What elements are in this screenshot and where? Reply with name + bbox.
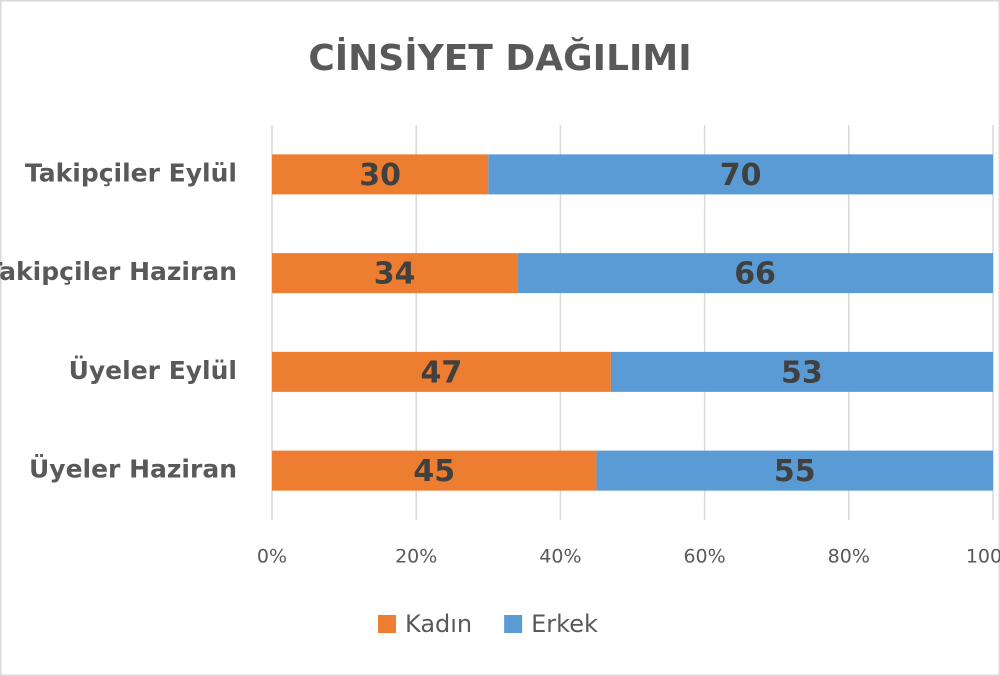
bar-segment xyxy=(517,253,993,294)
legend-swatch xyxy=(378,615,396,633)
data-label: 45 xyxy=(413,454,455,489)
y-tick-label: Takipçiler Haziran xyxy=(0,257,237,286)
data-label: 47 xyxy=(421,355,463,390)
chart-title: CİNSİYET DAĞILIMI xyxy=(308,37,691,79)
bar-segment xyxy=(272,253,518,294)
data-label: 66 xyxy=(734,257,776,292)
bar-segment xyxy=(488,154,993,195)
x-tick-label: 100% xyxy=(966,546,1000,568)
data-label: 53 xyxy=(781,355,823,390)
y-tick-label: Üyeler Eylül xyxy=(69,355,237,385)
bar-segment xyxy=(272,450,597,491)
x-tick-label: 40% xyxy=(539,546,581,568)
legend-label: Erkek xyxy=(531,610,598,638)
bar-segment xyxy=(610,351,993,392)
bar-segment xyxy=(272,154,489,195)
x-tick-label: 80% xyxy=(828,546,870,568)
data-label: 34 xyxy=(374,257,416,292)
y-tick-label: Takipçiler Eylül xyxy=(25,158,237,187)
x-tick-label: 60% xyxy=(683,546,725,568)
x-tick-label: 0% xyxy=(257,546,287,568)
bar-segment xyxy=(272,351,611,392)
bar-segment xyxy=(596,450,993,491)
x-tick-label: 20% xyxy=(395,546,437,568)
data-label: 30 xyxy=(359,158,401,193)
y-tick-label: Üyeler Haziran xyxy=(29,454,237,484)
data-label: 55 xyxy=(774,454,816,489)
data-label: 70 xyxy=(720,158,762,193)
legend-swatch xyxy=(504,615,523,633)
legend-label: Kadın xyxy=(405,610,472,638)
